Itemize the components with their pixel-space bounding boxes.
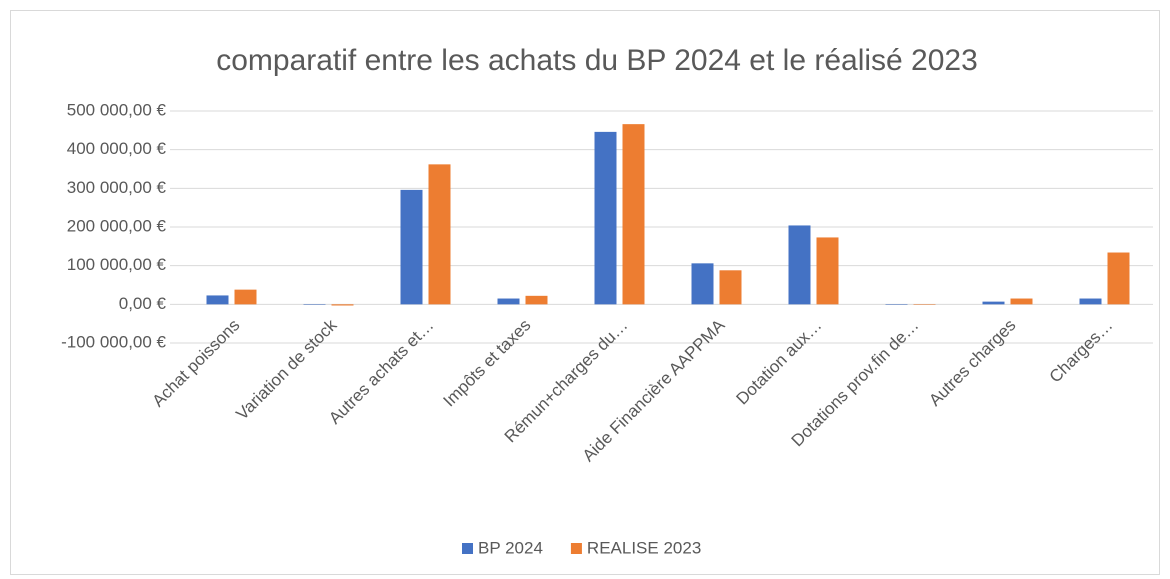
y-tick-label: 100 000,00 € (67, 255, 167, 274)
bar (885, 304, 908, 305)
bar (622, 124, 645, 305)
y-tick-label: 300 000,00 € (67, 178, 167, 197)
legend-swatch (462, 543, 473, 554)
bar (719, 270, 742, 305)
bar (913, 304, 936, 305)
bar (206, 295, 229, 305)
y-tick-label: 500 000,00 € (67, 100, 167, 119)
bar (982, 301, 1005, 305)
y-tick-label: -100 000,00 € (61, 332, 166, 351)
bar (1107, 252, 1130, 305)
bar (594, 131, 617, 305)
legend-swatch (570, 543, 582, 554)
bar (691, 263, 714, 305)
bar (788, 225, 811, 305)
y-tick-label: 200 000,00 € (67, 216, 167, 235)
legend-label: REALISE 2023 (587, 538, 701, 557)
bar (331, 304, 354, 306)
bar (497, 298, 520, 305)
bar (303, 304, 326, 305)
chart-title: comparatif entre les achats du BP 2024 e… (216, 44, 978, 77)
bar (525, 295, 548, 305)
legend-label: BP 2024 (478, 538, 543, 557)
y-tick-label: 0,00 € (119, 294, 167, 313)
bar (1010, 298, 1033, 305)
bar (816, 237, 839, 305)
bar (400, 189, 423, 305)
bar (1079, 298, 1102, 305)
bar (234, 289, 257, 305)
bar (428, 164, 451, 305)
chart-frame (10, 10, 1160, 575)
y-tick-label: 400 000,00 € (67, 139, 167, 158)
